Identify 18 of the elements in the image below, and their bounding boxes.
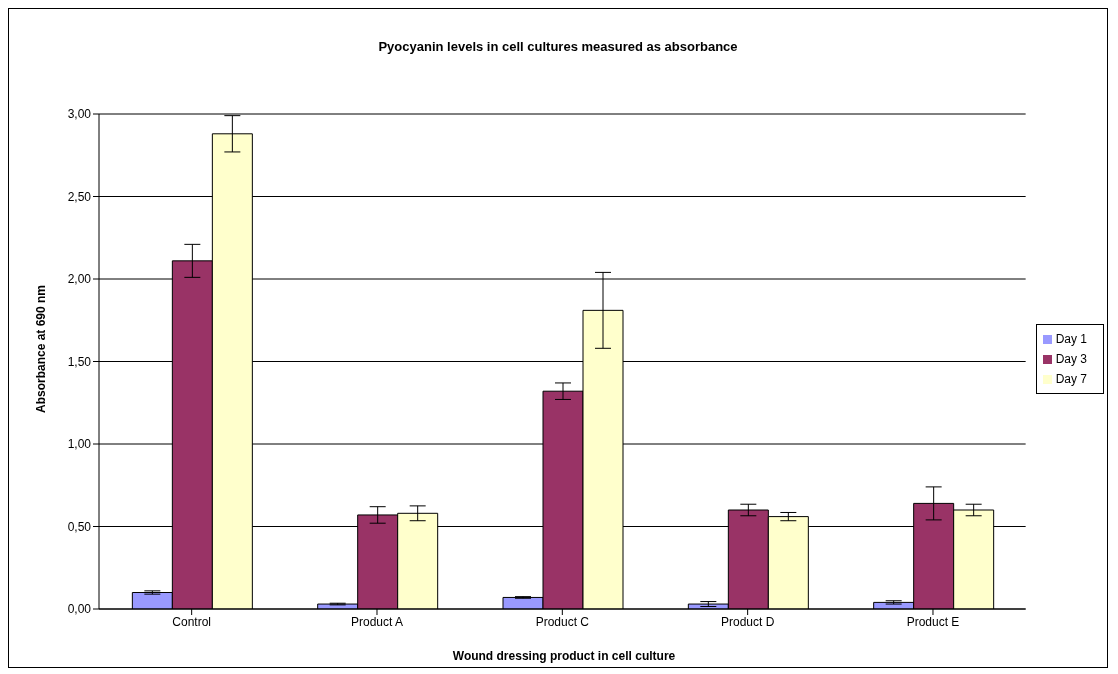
legend-label: Day 3 xyxy=(1055,352,1087,366)
y-tick-label: 2,00 xyxy=(67,272,92,287)
chart-title: Pyocyanin levels in cell cultures measured as absorbance xyxy=(377,39,739,54)
y-tick-label: 3,00 xyxy=(67,107,92,122)
legend-label: Day 1 xyxy=(1055,332,1087,346)
x-axis-title: Wound dressing product in cell culture xyxy=(451,649,677,663)
x-tick-label: Product A xyxy=(350,614,404,629)
x-tick-label: Control xyxy=(172,614,212,629)
x-tick-label: Product C xyxy=(535,614,590,629)
y-axis-title: Absorbance at 690 nm xyxy=(34,284,48,414)
x-tick-label: Product D xyxy=(720,614,775,629)
x-tick-label: Product E xyxy=(906,614,960,629)
legend-label: Day 7 xyxy=(1055,372,1087,386)
y-tick-label: 0,00 xyxy=(67,602,92,617)
y-tick-label: 1,50 xyxy=(67,354,92,369)
y-tick-label: 0,50 xyxy=(67,519,92,534)
y-tick-label: 2,50 xyxy=(67,189,92,204)
y-tick-label: 1,00 xyxy=(67,437,92,452)
